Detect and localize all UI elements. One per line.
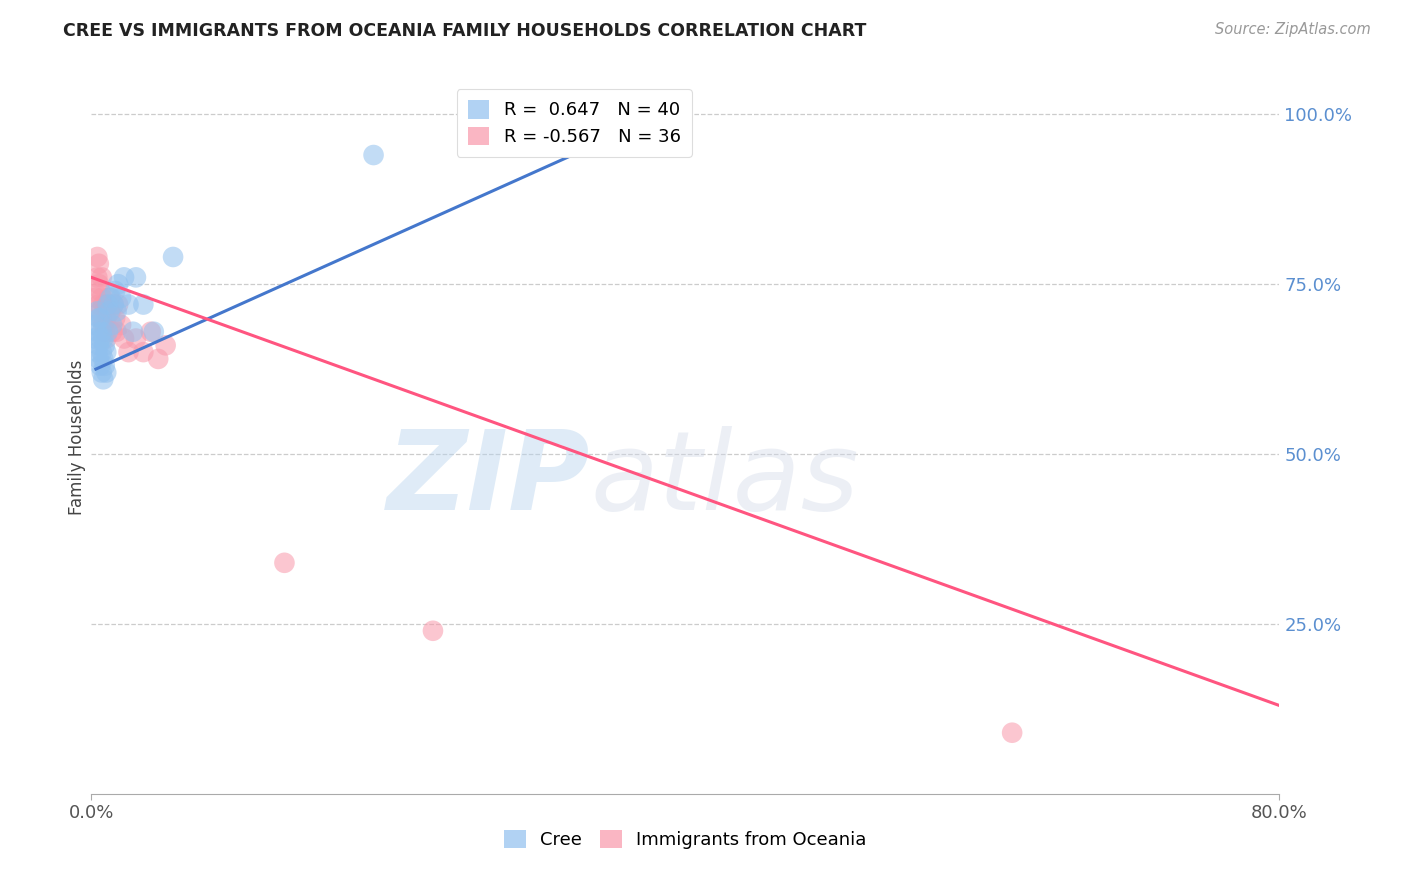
Point: [83, 332, 105, 346]
Point: [125, 332, 148, 346]
Point: [91, 372, 114, 386]
Point: [100, 304, 122, 318]
Point: [125, 270, 148, 285]
Point: [90, 345, 112, 359]
Point: [87, 257, 110, 271]
Point: [100, 291, 122, 305]
Point: [148, 351, 170, 366]
Point: [89, 311, 111, 326]
Point: [87, 351, 110, 366]
Point: [91, 351, 114, 366]
Point: [96, 366, 118, 380]
Point: [101, 318, 124, 332]
Point: [98, 304, 121, 318]
Point: [91, 318, 114, 332]
Point: [110, 318, 132, 332]
Point: [97, 325, 120, 339]
Point: [90, 311, 112, 326]
Point: [86, 325, 108, 339]
Text: Source: ZipAtlas.com: Source: ZipAtlas.com: [1215, 22, 1371, 37]
Point: [87, 277, 110, 292]
Point: [644, 107, 666, 121]
Point: [139, 325, 162, 339]
Point: [84, 291, 107, 305]
Point: [105, 325, 128, 339]
Text: CREE VS IMMIGRANTS FROM OCEANIA FAMILY HOUSEHOLDS CORRELATION CHART: CREE VS IMMIGRANTS FROM OCEANIA FAMILY H…: [63, 22, 866, 40]
Point: [422, 624, 444, 638]
Point: [91, 332, 114, 346]
Point: [1001, 725, 1024, 739]
Point: [86, 250, 108, 264]
Point: [89, 304, 111, 318]
Point: [90, 366, 112, 380]
Y-axis label: Family Households: Family Households: [67, 359, 86, 515]
Point: [96, 345, 118, 359]
Point: [112, 332, 135, 346]
Point: [98, 291, 121, 305]
Point: [363, 148, 385, 162]
Point: [89, 332, 111, 346]
Point: [89, 359, 111, 373]
Point: [84, 318, 107, 332]
Point: [94, 359, 117, 373]
Point: [94, 304, 117, 318]
Point: [101, 325, 124, 339]
Point: [94, 338, 117, 352]
Point: [273, 556, 295, 570]
Point: [86, 304, 108, 318]
Point: [155, 338, 177, 352]
Point: [132, 297, 155, 311]
Point: [107, 297, 129, 311]
Point: [162, 250, 184, 264]
Point: [87, 297, 110, 311]
Point: [117, 297, 139, 311]
Point: [87, 338, 110, 352]
Point: [103, 297, 125, 311]
Point: [94, 325, 117, 339]
Text: ZIP: ZIP: [387, 426, 591, 533]
Point: [122, 325, 145, 339]
Point: [90, 291, 112, 305]
Point: [103, 297, 125, 311]
Point: [107, 277, 129, 292]
Point: [86, 270, 108, 285]
Point: [97, 297, 120, 311]
Point: [96, 311, 118, 326]
Point: [104, 284, 127, 298]
Point: [90, 270, 112, 285]
Point: [105, 304, 128, 318]
Point: [90, 325, 112, 339]
Point: [96, 332, 118, 346]
Point: [97, 297, 120, 311]
Point: [87, 311, 110, 326]
Point: [142, 325, 165, 339]
Point: [104, 311, 127, 326]
Text: atlas: atlas: [591, 426, 859, 533]
Point: [117, 345, 139, 359]
Point: [86, 345, 108, 359]
Point: [89, 284, 111, 298]
Point: [110, 291, 132, 305]
Point: [132, 345, 155, 359]
Legend: Cree, Immigrants from Oceania: Cree, Immigrants from Oceania: [496, 822, 875, 856]
Point: [112, 270, 135, 285]
Point: [91, 297, 114, 311]
